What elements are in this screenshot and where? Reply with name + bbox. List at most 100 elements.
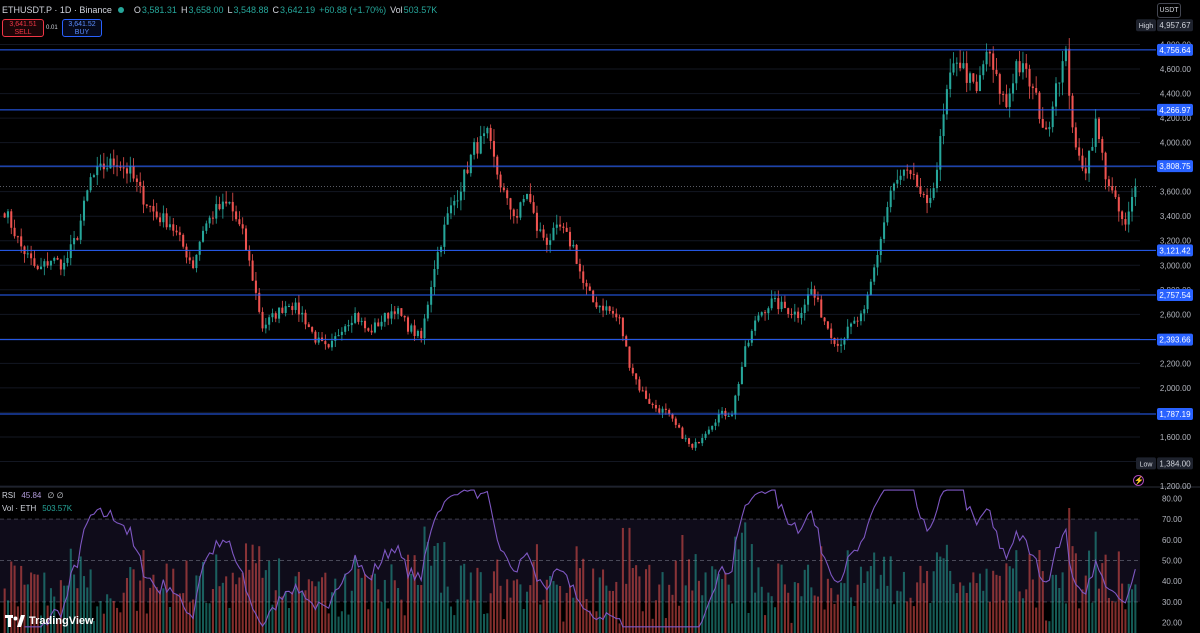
price-tick-label: 3,000.00 xyxy=(1160,261,1192,270)
candle-body xyxy=(724,410,727,417)
volume-bar xyxy=(856,584,859,633)
candle-body xyxy=(674,418,677,425)
candle-body xyxy=(304,312,307,325)
volume-bar xyxy=(152,574,155,633)
candle-body xyxy=(354,313,357,323)
candle-body xyxy=(1127,211,1130,225)
rsi-label: RSI xyxy=(2,491,16,500)
volume-bar xyxy=(916,582,919,633)
candle-body xyxy=(549,240,552,245)
candle-body xyxy=(6,211,9,218)
candle-body xyxy=(426,304,429,319)
volume-bar xyxy=(651,618,654,633)
level-price-tag: 2,393.66 xyxy=(1159,336,1191,345)
rsi-legend[interactable]: RSI 45.84 ∅ ∅ xyxy=(2,491,64,500)
volume-bar xyxy=(635,565,638,633)
volume-bar xyxy=(168,606,171,633)
volume-bar xyxy=(1011,568,1015,633)
price-tick-label: 3,400.00 xyxy=(1160,212,1192,221)
low-label-bg xyxy=(1136,457,1156,470)
price-tick-label: 1,600.00 xyxy=(1160,433,1192,442)
volume-bar xyxy=(149,587,152,633)
candle-body xyxy=(846,326,849,339)
level-price-tag-bg xyxy=(1157,160,1193,173)
candle-body xyxy=(390,311,393,319)
candle-body xyxy=(254,280,257,293)
tradingview-logo[interactable]: TradingView xyxy=(5,615,94,627)
high-price-tag: 4,957.67 xyxy=(1159,21,1191,30)
volume-bar xyxy=(668,584,671,633)
candle-body xyxy=(311,327,314,332)
candle-body xyxy=(307,324,310,328)
candle-body xyxy=(340,331,343,336)
volume-bar xyxy=(598,577,601,633)
candle-body xyxy=(1058,82,1061,84)
volume-bar xyxy=(684,585,687,633)
candle-body xyxy=(899,175,902,180)
candle-body xyxy=(803,304,806,313)
volume-bar xyxy=(754,592,757,633)
candle-body xyxy=(608,306,611,312)
price-tick-label: 4,200.00 xyxy=(1160,114,1192,123)
candle-body xyxy=(132,166,135,179)
currency-selector[interactable]: USDT xyxy=(1157,3,1181,18)
volume-bar xyxy=(383,579,386,633)
candle-body xyxy=(82,200,86,221)
volume-bar xyxy=(678,605,681,633)
symbol-title[interactable]: ETHUSDT.P · 1D · Binance xyxy=(2,5,112,15)
volume-bar xyxy=(836,594,839,633)
candle-body xyxy=(807,294,810,305)
candle-body xyxy=(605,306,608,311)
volume-bar xyxy=(512,580,515,633)
candle-body xyxy=(69,244,72,259)
volume-bar xyxy=(773,607,777,633)
candle-body xyxy=(750,330,753,343)
candle-body xyxy=(764,312,767,314)
candle-body xyxy=(955,62,958,64)
candle-body xyxy=(879,238,882,256)
volume-bar xyxy=(1028,553,1031,633)
volume-bar xyxy=(69,548,72,633)
candle-body xyxy=(466,169,469,174)
volume-bar xyxy=(1061,572,1064,633)
level-price-tag: 3,808.75 xyxy=(1159,162,1191,171)
candle-body xyxy=(628,346,631,368)
candle-body xyxy=(959,62,962,69)
volume-bar xyxy=(354,556,357,633)
buy-button[interactable]: 3,641.52 BUY xyxy=(62,19,102,37)
volume-bar xyxy=(899,591,902,633)
candle-body xyxy=(532,202,535,213)
volume-bar xyxy=(387,608,390,633)
volume-bar xyxy=(816,596,819,633)
volume-bar xyxy=(476,567,479,633)
volume-bar xyxy=(1015,550,1018,633)
candles-layer xyxy=(3,38,1137,451)
volume-bar xyxy=(826,578,829,633)
sell-button[interactable]: 3,641.51 SELL xyxy=(2,19,44,37)
candle-body xyxy=(730,414,734,416)
candle-body xyxy=(972,73,975,82)
volume-bar xyxy=(929,602,932,633)
volume-bar xyxy=(297,571,300,633)
volume-legend[interactable]: Vol · ETH 503.57K xyxy=(2,504,72,513)
candle-body xyxy=(433,269,436,288)
candle-body xyxy=(1114,190,1117,198)
candle-body xyxy=(278,307,281,319)
candle-body xyxy=(3,213,6,218)
volume-bar xyxy=(436,543,439,633)
volume-bar xyxy=(446,586,449,633)
brand-name: TradingView xyxy=(29,615,94,627)
volume-bar xyxy=(1114,602,1117,633)
lightning-icon[interactable]: ⚡ xyxy=(1133,475,1144,486)
candle-body xyxy=(1031,86,1034,89)
volume-bar xyxy=(955,593,958,633)
candle-body xyxy=(783,301,786,309)
level-price-tag-bg xyxy=(1157,43,1193,56)
candle-body xyxy=(1018,61,1021,73)
volume-bar xyxy=(892,604,896,633)
volume-bar xyxy=(992,570,995,633)
volume-bar xyxy=(787,592,790,633)
candle-body xyxy=(906,169,909,171)
candle-body xyxy=(926,195,929,204)
